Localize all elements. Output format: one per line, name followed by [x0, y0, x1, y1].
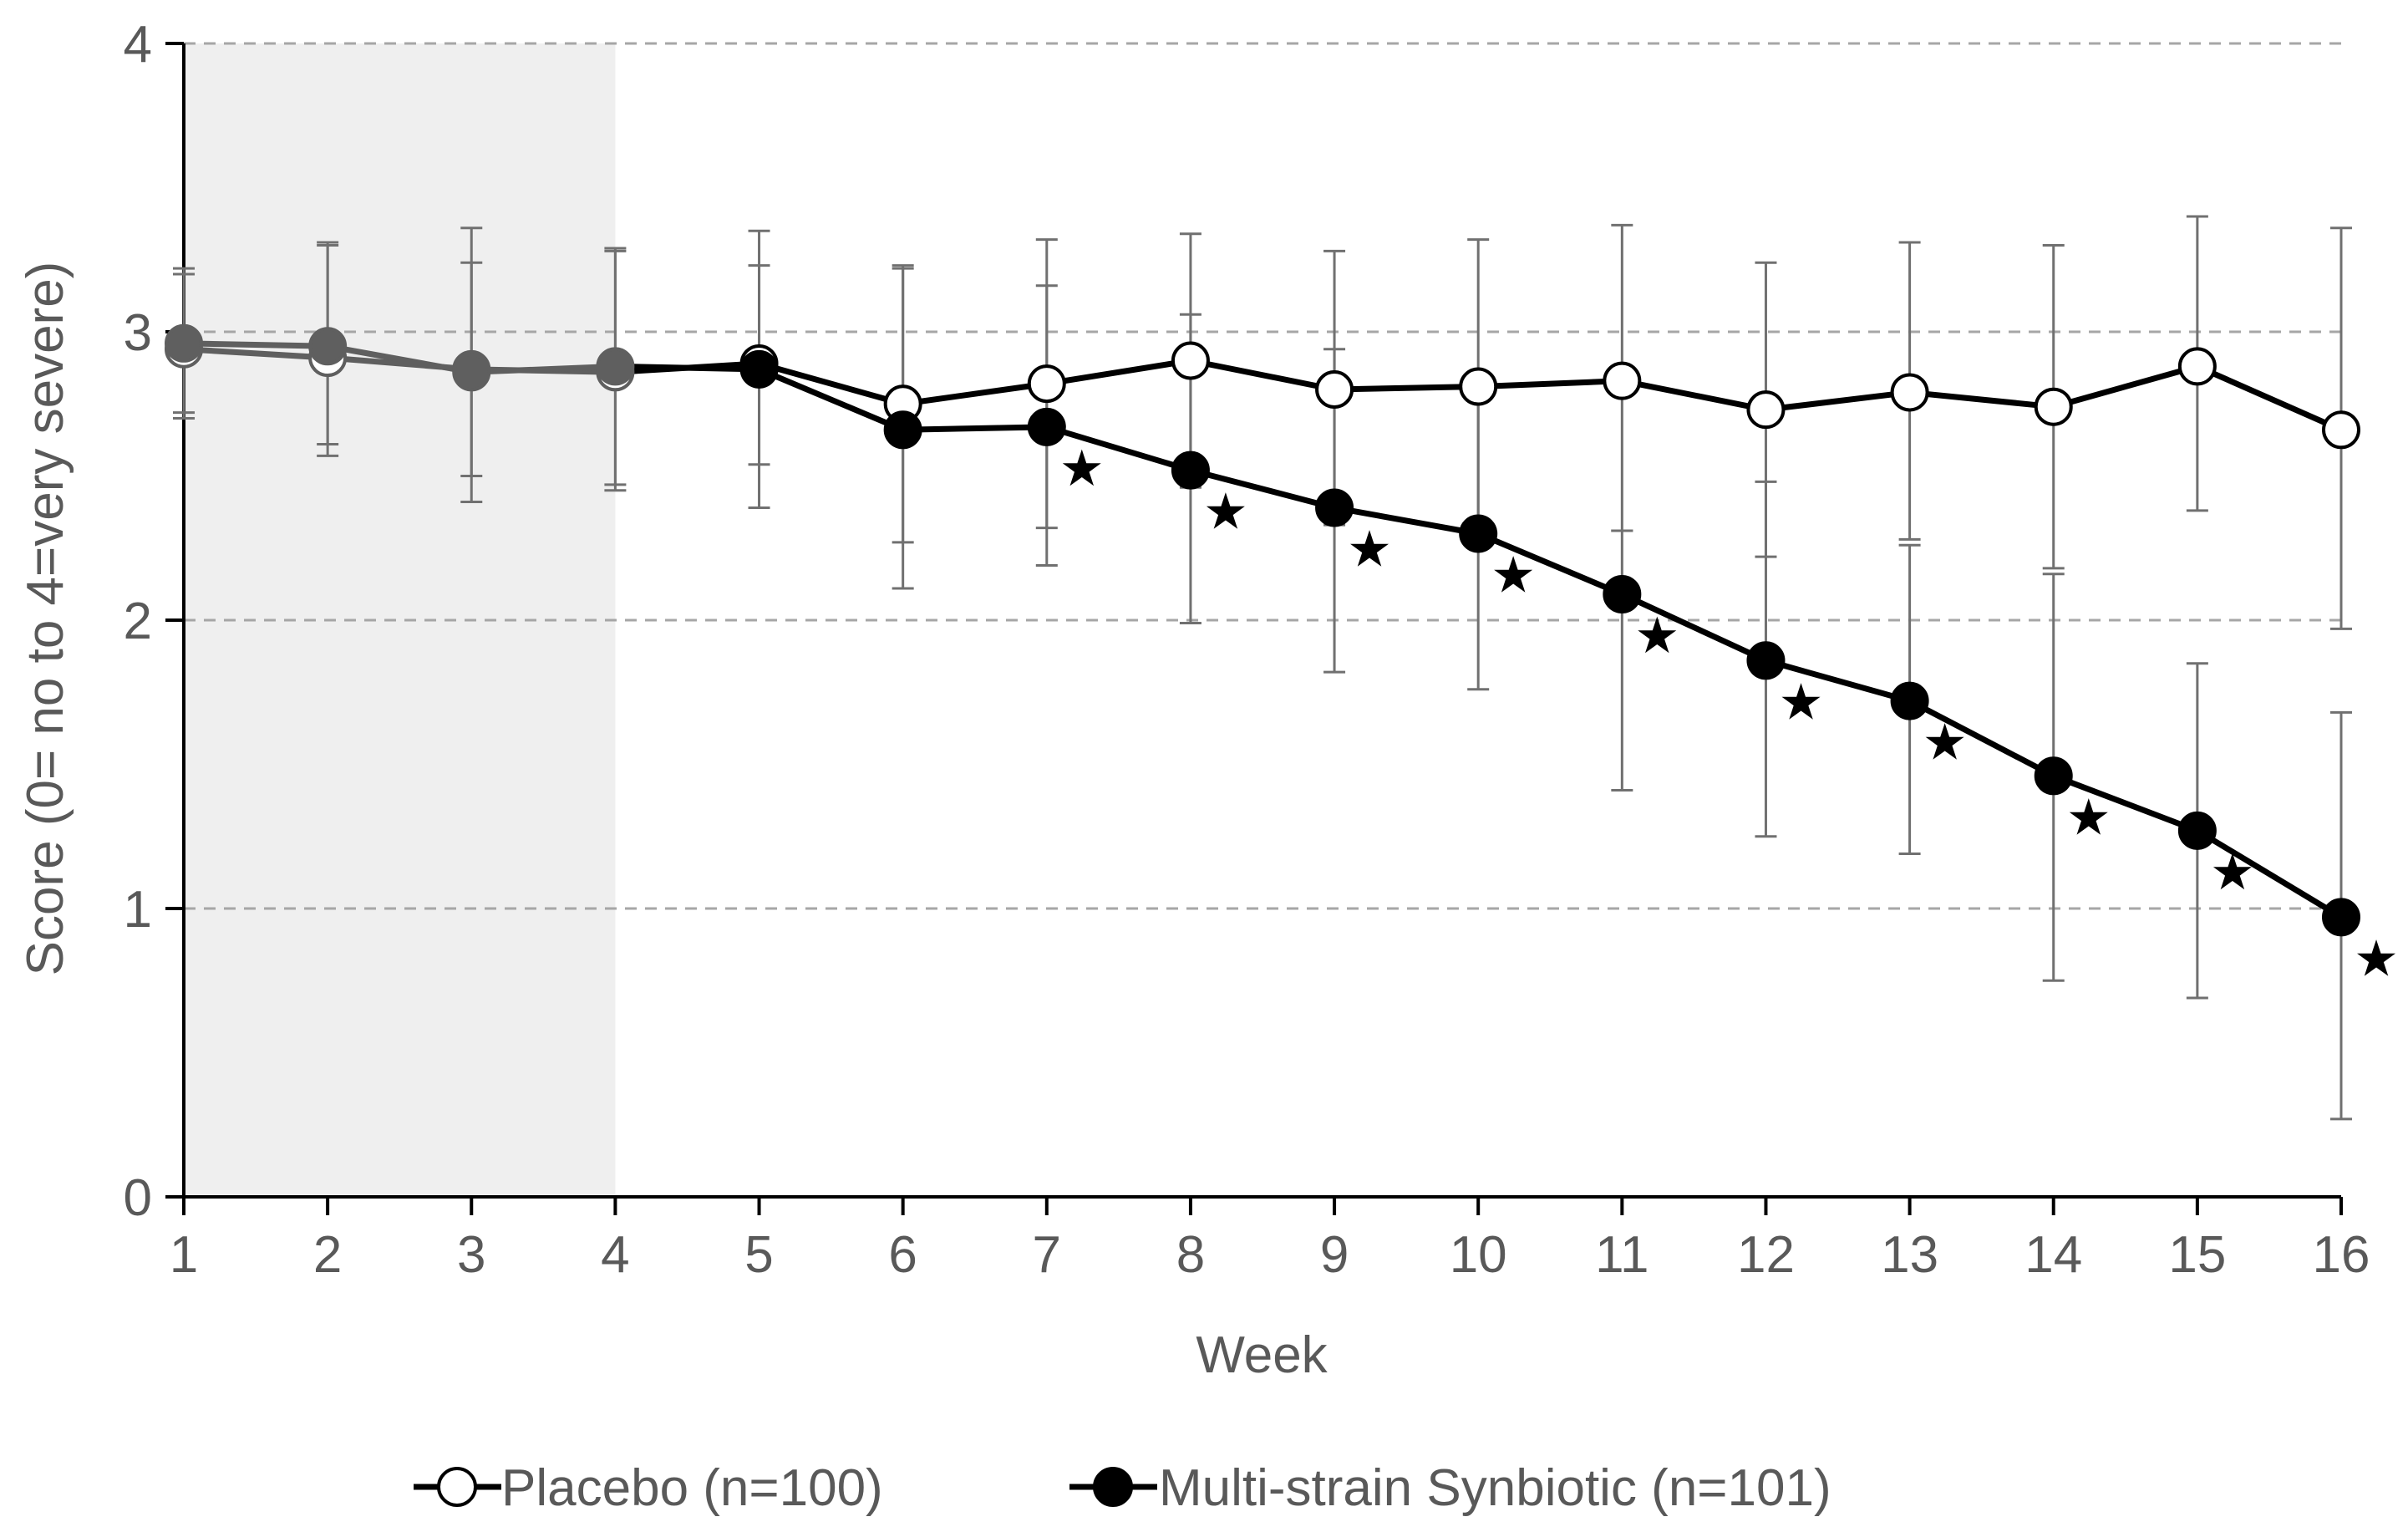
placebo-point-week-8	[1171, 341, 1210, 380]
placebo-line-segment-13-14	[1907, 389, 2057, 410]
synbiotic-point-week-16	[2322, 898, 2360, 937]
synbiotic-line-segment-15-16	[2194, 827, 2344, 920]
synbiotic-line-segment-2-3	[324, 343, 475, 375]
y-tick-label-0: 0	[124, 1169, 152, 1227]
synbiotic-point-week-12	[1746, 641, 1786, 680]
placebo-line-segment-1-2	[180, 346, 331, 361]
legend-synbiotic-label: Multi-strain Synbiotic (n=101)	[1159, 1459, 1831, 1517]
placebo-point-week-7	[1027, 364, 1066, 404]
x-tick-label-12: 12	[1737, 1226, 1795, 1284]
synbiotic-line-segment-11-12	[1618, 591, 1769, 664]
x-tick-label-6: 6	[888, 1226, 917, 1284]
significance-star-week-9: ★	[1347, 521, 1392, 577]
synbiotic-line-segment-10-11	[1475, 531, 1625, 598]
synbiotic-line-segment-3-4	[468, 363, 618, 375]
y-axis-label: Score (0= no to 4=very severe)	[17, 262, 74, 976]
synbiotic-line-segment-1-2	[180, 340, 331, 349]
x-tick-label-13: 13	[1881, 1226, 1938, 1284]
data-points	[165, 323, 2360, 937]
synbiotic-line-segment-13-14	[1907, 698, 2057, 779]
synbiotic-point-week-8	[1171, 450, 1210, 490]
placebo-line-segment-9-10	[1331, 384, 1481, 393]
synbiotic-line-segment-4-5	[612, 363, 763, 373]
y-tick-label-4: 4	[124, 16, 152, 74]
significance-star-week-8: ★	[1203, 484, 1248, 540]
placebo-line-segment-6-7	[900, 380, 1050, 407]
synbiotic-line-segment-5-6	[756, 366, 907, 433]
placebo-point-week-15	[2177, 347, 2217, 386]
x-tick-label-4: 4	[601, 1226, 629, 1284]
x-tick-label-2: 2	[313, 1226, 342, 1284]
significance-stars: ★ ★ ★ ★ ★ ★ ★ ★ ★ ★	[1059, 440, 2399, 987]
placebo-line-segment-11-12	[1618, 378, 1769, 413]
x-tick-label-10: 10	[1450, 1226, 1507, 1284]
placebo-line-segment-15-16	[2194, 363, 2344, 433]
placebo-line-segment-7-8	[1044, 358, 1194, 387]
synbiotic-point-week-14	[2034, 756, 2073, 796]
placebo-line-segment-8-9	[1187, 358, 1338, 393]
placebo-point-week-14	[2034, 387, 2073, 426]
x-tick-label-8: 8	[1176, 1226, 1205, 1284]
significance-star-week-11: ★	[1634, 608, 1679, 664]
significance-star-week-13: ★	[1923, 715, 1968, 771]
x-tick-label-11: 11	[1595, 1226, 1649, 1284]
x-tick-label-9: 9	[1320, 1226, 1349, 1284]
legend-placebo-label: Placebo (n=100)	[501, 1459, 883, 1517]
significance-star-week-7: ★	[1059, 440, 1105, 496]
synbiotic-point-week-3	[452, 353, 491, 392]
placebo-point-week-11	[1603, 361, 1642, 400]
synbiotic-line-segment-12-13	[1762, 657, 1913, 705]
significance-star-week-16: ★	[2354, 930, 2399, 986]
x-tick-label-16: 16	[2313, 1226, 2370, 1284]
placebo-point-week-16	[2322, 410, 2360, 450]
synbiotic-point-week-1	[165, 323, 203, 363]
synbiotic-line-segment-9-10	[1331, 504, 1481, 537]
synbiotic-line-segment-7-8	[1044, 424, 1194, 474]
synbiotic-point-week-10	[1459, 514, 1498, 553]
synbiotic-point-week-6	[883, 410, 922, 450]
x-axis-label: Week	[1196, 1326, 1328, 1384]
legend: Placebo (n=100) Multi-strain Synbiotic (…	[414, 1459, 1831, 1517]
synbiotic-line-segment-8-9	[1187, 467, 1338, 511]
placebo-point-week-9	[1315, 370, 1354, 409]
synbiotic-point-week-7	[1027, 407, 1066, 446]
x-tick-label-7: 7	[1033, 1226, 1061, 1284]
placebo-point-week-12	[1746, 390, 1786, 430]
x-tick-label-15: 15	[2168, 1226, 2226, 1284]
synbiotic-point-week-4	[596, 347, 635, 386]
synbiotic-line-segment-14-15	[2050, 772, 2201, 834]
synbiotic-point-week-13	[1890, 681, 1929, 720]
placebo-line-segment-5-6	[756, 360, 907, 407]
synbiotic-point-week-5	[739, 349, 779, 389]
significance-star-week-15: ★	[2210, 844, 2255, 900]
legend-synbiotic-marker	[1093, 1467, 1133, 1507]
series-lines	[180, 340, 2344, 920]
x-tick-label-1: 1	[170, 1226, 198, 1284]
shaded-run-in-region	[184, 43, 616, 1197]
placebo-point-week-10	[1459, 367, 1498, 406]
synbiotic-point-week-11	[1603, 574, 1642, 613]
legend-placebo-marker	[437, 1467, 477, 1507]
placebo-line-segment-14-15	[2050, 363, 2201, 410]
x-tick-label-5: 5	[744, 1226, 773, 1284]
synbiotic-line-segment-6-7	[900, 424, 1050, 433]
placebo-point-week-13	[1890, 373, 1929, 412]
placebo-line-segment-10-11	[1475, 378, 1625, 390]
y-tick-label-1: 1	[124, 881, 152, 939]
x-tick-label-14: 14	[2024, 1226, 2082, 1284]
significance-star-week-10: ★	[1491, 547, 1536, 603]
y-tick-label-3: 3	[124, 304, 152, 362]
placebo-line-segment-12-13	[1762, 389, 1913, 413]
synbiotic-point-week-15	[2177, 811, 2217, 850]
synbiotic-point-week-2	[308, 327, 348, 366]
x-tick-label-3: 3	[457, 1226, 485, 1284]
significance-star-week-12: ★	[1779, 674, 1824, 730]
synbiotic-point-week-9	[1315, 488, 1354, 527]
y-tick-label-2: 2	[124, 593, 152, 650]
significance-star-week-14: ★	[2066, 789, 2111, 845]
shaded-region	[184, 43, 616, 1197]
